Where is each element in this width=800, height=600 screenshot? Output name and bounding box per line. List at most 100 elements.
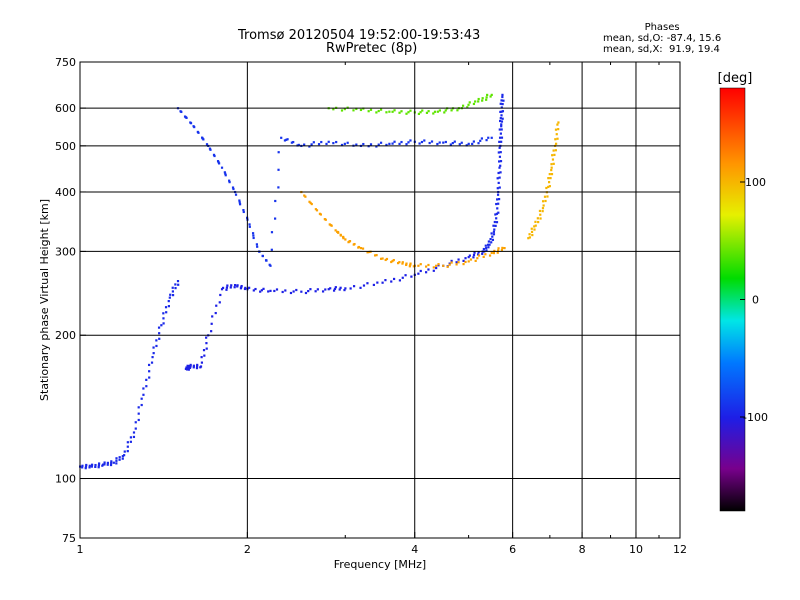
data-point (500, 128, 503, 131)
data-point (498, 146, 501, 149)
data-point (466, 106, 469, 109)
data-point (496, 207, 499, 210)
data-point (375, 145, 378, 148)
data-point (430, 140, 434, 143)
data-point (158, 337, 161, 340)
data-point (339, 286, 342, 289)
data-point (228, 181, 231, 184)
data-point (303, 143, 306, 146)
data-point (494, 213, 497, 216)
data-point (234, 193, 238, 196)
gridlines (80, 62, 680, 538)
data-point (171, 286, 174, 289)
data-point (482, 247, 485, 251)
data-point (189, 363, 192, 367)
data-point (152, 352, 155, 355)
data-point (273, 289, 276, 293)
data-point (377, 109, 380, 113)
data-point (551, 158, 555, 161)
data-point (464, 260, 467, 264)
data-point (344, 287, 347, 290)
data-point (384, 279, 387, 282)
data-point (103, 463, 106, 466)
data-point (471, 142, 474, 146)
data-point (210, 322, 213, 325)
data-point (205, 342, 208, 345)
data-point (316, 288, 319, 291)
data-point (343, 107, 346, 111)
data-point (462, 259, 465, 262)
data-point (417, 112, 421, 116)
data-point (544, 199, 547, 203)
data-point (314, 208, 317, 211)
data-point (151, 356, 154, 359)
data-point (367, 110, 370, 113)
data-point (496, 187, 499, 190)
data-point (450, 259, 453, 263)
data-point (332, 289, 336, 292)
data-point (334, 229, 337, 232)
data-point (340, 143, 344, 147)
data-point (134, 427, 137, 430)
data-point (106, 461, 109, 464)
data-point (472, 140, 475, 143)
data-point (498, 186, 501, 189)
data-point (211, 315, 214, 318)
data-point (492, 233, 496, 236)
data-point (180, 110, 183, 114)
data-point (384, 258, 387, 262)
data-point (379, 141, 383, 144)
data-point (495, 221, 499, 224)
data-point (233, 286, 236, 289)
data-point (300, 290, 303, 293)
data-point (168, 296, 171, 299)
data-point (442, 141, 445, 144)
data-point (142, 393, 145, 396)
data-point (88, 466, 91, 469)
data-point (479, 139, 482, 142)
data-point (444, 109, 447, 112)
data-point (451, 141, 454, 145)
data-point (292, 140, 295, 144)
data-point (392, 258, 395, 262)
data-point (376, 281, 379, 284)
data-point (427, 110, 430, 113)
data-point (155, 344, 158, 348)
data-point (497, 181, 500, 185)
data-point (325, 142, 328, 146)
data-point (391, 110, 394, 113)
data-point (391, 259, 394, 263)
phase-stats-title: Phases (644, 22, 680, 33)
data-point (557, 121, 560, 124)
data-point (502, 99, 505, 102)
data-point (352, 109, 355, 112)
data-point (492, 230, 496, 233)
data-point (425, 111, 429, 114)
plot-area (80, 62, 680, 538)
data-point (334, 286, 337, 289)
data-point (169, 293, 172, 296)
data-point (432, 112, 435, 115)
data-point (229, 286, 232, 289)
data-point (375, 254, 378, 257)
data-point (539, 213, 542, 216)
data-point (424, 271, 428, 274)
data-point (238, 201, 241, 204)
data-point (468, 254, 471, 257)
data-point (270, 248, 273, 251)
data-point (304, 195, 307, 198)
data-point (162, 317, 165, 320)
y-tick-label: 75 (62, 532, 76, 545)
data-point (205, 347, 208, 350)
data-point (528, 236, 531, 239)
data-point (192, 366, 195, 369)
data-point (498, 160, 501, 163)
data-point (424, 265, 428, 268)
x-tick-label: 8 (579, 543, 586, 556)
data-point (552, 149, 555, 152)
data-point (269, 264, 272, 267)
data-point (409, 262, 412, 265)
data-point (405, 112, 408, 115)
data-point (225, 288, 228, 291)
